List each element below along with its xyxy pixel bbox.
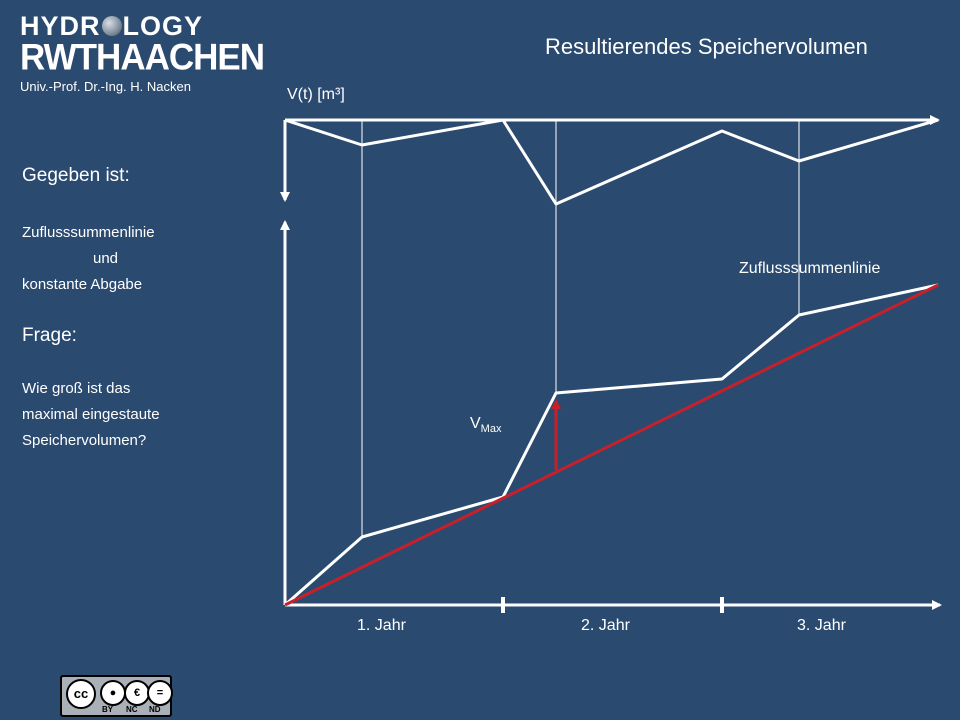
vmax-label: VMax <box>470 415 502 435</box>
globe-icon <box>101 16 122 36</box>
given-heading: Gegeben ist: <box>22 165 130 186</box>
question-line-2: maximal eingestaute <box>22 406 160 423</box>
given-line-3: konstante Abgabe <box>22 276 143 293</box>
given-line-1: Zuflusssummenlinie <box>22 224 155 241</box>
hydrology-text-right: LOGY <box>122 11 204 41</box>
inflow-curve-label: Zuflusssummenlinie <box>739 260 881 277</box>
given-text: Zuflusssummenlinie und konstante Abgabe <box>22 220 155 298</box>
rwth-logo: HYDR LOGY RWTHAACHEN Univ.-Prof. Dr.-Ing.… <box>20 12 265 94</box>
year-label-3: 3. Jahr <box>797 617 846 634</box>
year-label-1: 1. Jahr <box>357 617 406 634</box>
given-line-2: und <box>93 250 119 267</box>
volume-axis-label: V(t) [m³] <box>287 86 345 103</box>
question-line-1: Wie groß ist das <box>22 380 131 397</box>
hydrology-wordmark: HYDR LOGY <box>20 12 240 40</box>
cc-tag-by: BY <box>102 705 114 714</box>
constant-outflow-line <box>284 283 939 607</box>
cc-license-badge: cc ● € = BY NC ND <box>60 675 173 717</box>
storage-volume-curve <box>284 118 939 206</box>
slide-title: Resultierendes Speichervolumen <box>545 34 868 59</box>
question-text: Wie groß ist das maximal eingestaute Spe… <box>22 376 160 454</box>
by-attribution-icon: ● <box>100 680 126 706</box>
question-heading: Frage: <box>22 325 77 346</box>
hydrology-text-left: HYDR <box>20 11 101 41</box>
cc-tag-nd: ND <box>149 705 161 714</box>
question-line-3: Speichervolumen? <box>22 432 147 449</box>
rwth-wordmark: RWTHAACHEN <box>20 37 265 78</box>
cumulative-inflow-curve <box>284 283 939 607</box>
cc-icon: cc <box>66 679 96 709</box>
vmax-subscript: Max <box>480 423 502 435</box>
vmax-symbol: V <box>470 415 481 432</box>
year-label-2: 2. Jahr <box>581 617 630 634</box>
cc-tag-nc: NC <box>126 705 138 714</box>
nd-noderivatives-icon: = <box>147 680 173 706</box>
professor-name: Univ.-Prof. Dr.-Ing. H. Nacken <box>20 79 191 94</box>
